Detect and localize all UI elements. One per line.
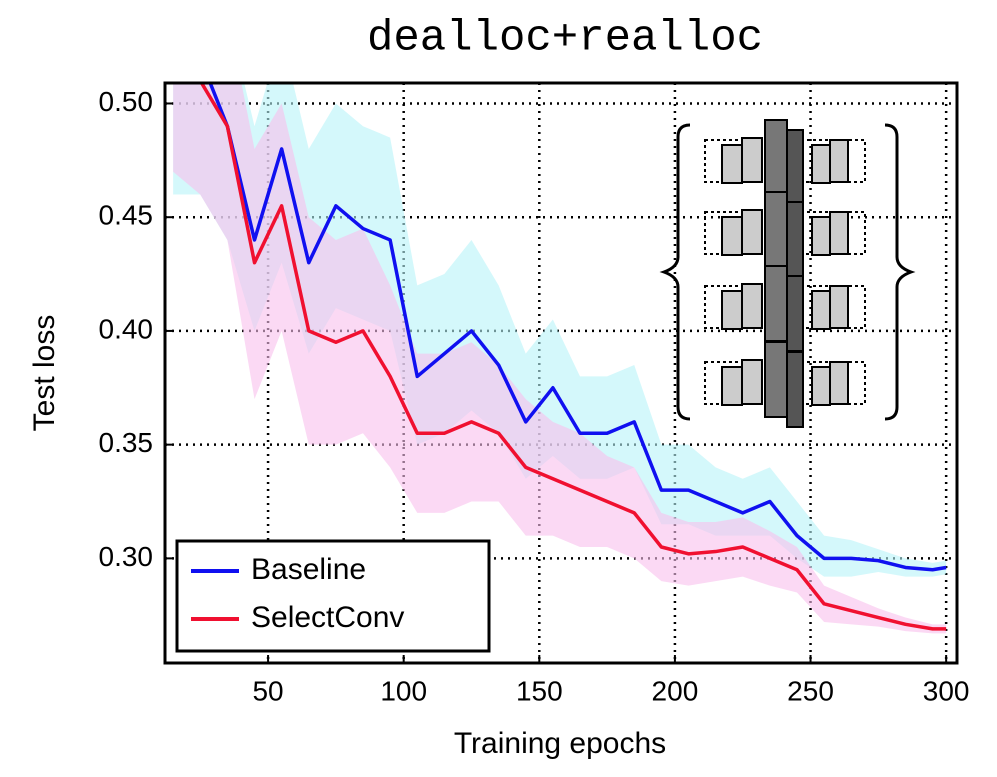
y-axis-label: Test loss xyxy=(28,315,61,432)
inset-icon xyxy=(659,119,916,428)
x-tick-label: 50 xyxy=(252,675,283,706)
y-tick-label: 0.30 xyxy=(99,541,154,572)
x-axis-label: Training epochs xyxy=(454,727,666,760)
confidence-band xyxy=(173,83,947,577)
y-tick-label: 0.45 xyxy=(99,200,154,231)
y-tick-label: 0.35 xyxy=(99,427,154,458)
legend-box xyxy=(175,539,491,653)
line xyxy=(199,83,947,631)
y-tick-label: 0.50 xyxy=(99,86,154,117)
legend-label: SelectConv xyxy=(251,601,404,634)
x-tick-label: 200 xyxy=(652,675,699,706)
chart-title: dealloc+realloc xyxy=(367,14,763,64)
x-tick-label: 150 xyxy=(516,675,563,706)
line xyxy=(208,83,947,572)
x-tick-label: 250 xyxy=(787,675,834,706)
plot-frame xyxy=(163,81,959,665)
y-tick-label: 0.40 xyxy=(99,313,154,344)
confidence-band xyxy=(173,83,947,634)
x-tick-label: 100 xyxy=(380,675,427,706)
x-tick-label: 300 xyxy=(923,675,970,706)
legend-label: Baseline xyxy=(251,553,366,586)
